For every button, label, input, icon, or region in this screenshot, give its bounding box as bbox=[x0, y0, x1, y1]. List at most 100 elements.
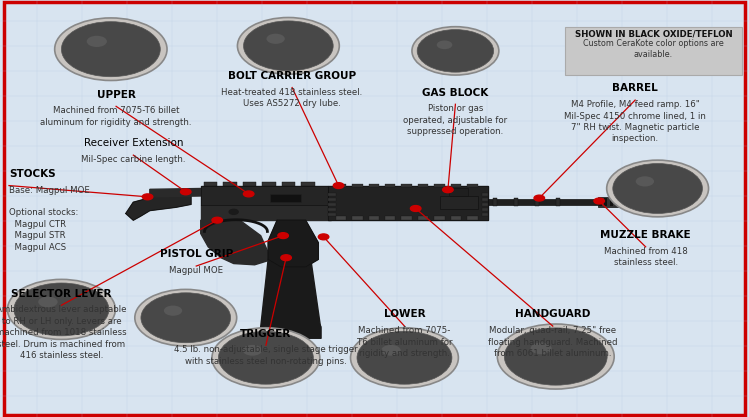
Text: UPPER: UPPER bbox=[97, 90, 136, 100]
Bar bbox=[488, 199, 599, 205]
Text: Custom CeraKote color options are
available.: Custom CeraKote color options are availa… bbox=[583, 39, 724, 59]
Bar bbox=[328, 198, 336, 201]
Bar bbox=[514, 198, 518, 206]
Bar bbox=[434, 184, 445, 187]
Text: SHOWN IN BLACK OXIDE/TEFLON: SHOWN IN BLACK OXIDE/TEFLON bbox=[574, 29, 733, 38]
Polygon shape bbox=[328, 186, 488, 220]
Bar bbox=[440, 196, 478, 208]
Text: Machined from 7075-
T6 billet aluminum for
rigidity and strength.: Machined from 7075- T6 billet aluminum f… bbox=[357, 326, 452, 358]
Circle shape bbox=[410, 206, 421, 211]
Text: HANDGUARD: HANDGUARD bbox=[515, 309, 590, 319]
Polygon shape bbox=[268, 220, 318, 267]
Polygon shape bbox=[126, 194, 191, 220]
Circle shape bbox=[443, 187, 453, 193]
Circle shape bbox=[142, 194, 153, 200]
Circle shape bbox=[14, 283, 109, 336]
Text: GAS BLOCK: GAS BLOCK bbox=[422, 88, 488, 98]
Bar bbox=[243, 182, 256, 186]
Circle shape bbox=[607, 160, 709, 217]
Bar bbox=[204, 182, 217, 186]
Text: SELECTOR LEVER: SELECTOR LEVER bbox=[11, 289, 112, 299]
Circle shape bbox=[237, 18, 339, 74]
Circle shape bbox=[497, 324, 614, 389]
Circle shape bbox=[534, 195, 545, 201]
Text: BOLT CARRIER GROUP: BOLT CARRIER GROUP bbox=[228, 71, 357, 81]
Bar bbox=[493, 198, 497, 206]
Text: M4 Profile, M4 feed ramp. 16"
Mil-Spec 4150 chrome lined, 1 in
7" RH twist. Magn: M4 Profile, M4 feed ramp. 16" Mil-Spec 4… bbox=[564, 100, 706, 143]
Bar bbox=[418, 216, 428, 220]
Bar bbox=[482, 213, 488, 216]
Circle shape bbox=[267, 34, 285, 44]
Circle shape bbox=[381, 345, 401, 356]
Text: Magpul MOE: Magpul MOE bbox=[169, 266, 223, 275]
Bar bbox=[482, 203, 488, 206]
Bar bbox=[401, 184, 412, 187]
Circle shape bbox=[594, 198, 604, 204]
Circle shape bbox=[7, 279, 115, 339]
Text: Ambidextrous lever adaptable
to RH or LH only. Levers are
machined from 1018 sta: Ambidextrous lever adaptable to RH or LH… bbox=[0, 305, 127, 360]
Bar bbox=[451, 184, 461, 187]
Polygon shape bbox=[150, 188, 201, 197]
Bar bbox=[449, 188, 468, 196]
Text: Mil-Spec carbine length.: Mil-Spec carbine length. bbox=[81, 155, 186, 164]
Text: Base: Magpul MOE

Optional stocks:
  Magpul CTR
  Magpul STR
  Magpul ACS: Base: Magpul MOE Optional stocks: Magpul… bbox=[9, 186, 90, 252]
Text: Machined from 7075-T6 billet
aluminum for rigidity and strength.: Machined from 7075-T6 billet aluminum fo… bbox=[40, 106, 192, 127]
Circle shape bbox=[278, 233, 288, 239]
Text: LOWER: LOWER bbox=[383, 309, 425, 319]
Circle shape bbox=[613, 163, 703, 214]
Bar bbox=[385, 216, 395, 220]
Circle shape bbox=[87, 36, 107, 47]
Polygon shape bbox=[261, 259, 321, 327]
Bar bbox=[352, 216, 363, 220]
Circle shape bbox=[164, 306, 182, 316]
Bar bbox=[434, 216, 445, 220]
Bar bbox=[301, 182, 315, 186]
Bar bbox=[336, 216, 346, 220]
Circle shape bbox=[141, 293, 231, 343]
Bar bbox=[369, 184, 379, 187]
Bar bbox=[418, 184, 428, 187]
Circle shape bbox=[219, 332, 313, 384]
Circle shape bbox=[181, 189, 191, 195]
Circle shape bbox=[243, 21, 333, 71]
Text: Heat-treated 418 stainless steel.
Uses AS5272 dry lube.: Heat-treated 418 stainless steel. Uses A… bbox=[222, 88, 363, 108]
Circle shape bbox=[351, 328, 458, 388]
Polygon shape bbox=[201, 186, 328, 205]
Text: Modular, quad-rail, 7.25" free
floating handguard. Machined
from 6061 billet alu: Modular, quad-rail, 7.25" free floating … bbox=[488, 326, 617, 358]
Bar bbox=[451, 216, 461, 220]
Text: PISTOL GRIP: PISTOL GRIP bbox=[160, 249, 233, 259]
Circle shape bbox=[412, 27, 499, 75]
Bar bbox=[385, 184, 395, 187]
Bar bbox=[328, 208, 336, 211]
Circle shape bbox=[504, 328, 607, 385]
Bar bbox=[604, 198, 607, 206]
Circle shape bbox=[212, 217, 222, 223]
Circle shape bbox=[437, 40, 452, 49]
Circle shape bbox=[229, 209, 238, 214]
Circle shape bbox=[61, 22, 160, 77]
Bar bbox=[467, 184, 478, 187]
Circle shape bbox=[318, 234, 329, 240]
Text: Receiver Extension: Receiver Extension bbox=[84, 138, 183, 148]
Text: MUZZLE BRAKE: MUZZLE BRAKE bbox=[601, 230, 691, 240]
Bar bbox=[328, 213, 336, 216]
Bar bbox=[262, 182, 276, 186]
Circle shape bbox=[281, 255, 291, 261]
Text: BARREL: BARREL bbox=[612, 83, 658, 93]
Text: STOCKS: STOCKS bbox=[9, 169, 55, 179]
Text: Machined from 418
stainless steel.: Machined from 418 stainless steel. bbox=[604, 247, 688, 267]
Circle shape bbox=[38, 296, 58, 307]
Polygon shape bbox=[201, 205, 331, 220]
Circle shape bbox=[417, 30, 494, 72]
Bar bbox=[401, 216, 412, 220]
Bar bbox=[328, 193, 336, 196]
Bar bbox=[328, 203, 336, 206]
Circle shape bbox=[55, 18, 167, 80]
Bar bbox=[482, 193, 488, 196]
Bar bbox=[467, 216, 478, 220]
Text: 4.5 lb. non-adjustable, single stage trigger
with stainless steel non-rotating p: 4.5 lb. non-adjustable, single stage tri… bbox=[174, 345, 358, 366]
Text: TRIGGER: TRIGGER bbox=[240, 329, 291, 339]
Bar bbox=[556, 198, 560, 206]
Bar bbox=[482, 208, 488, 211]
Bar bbox=[598, 197, 619, 207]
